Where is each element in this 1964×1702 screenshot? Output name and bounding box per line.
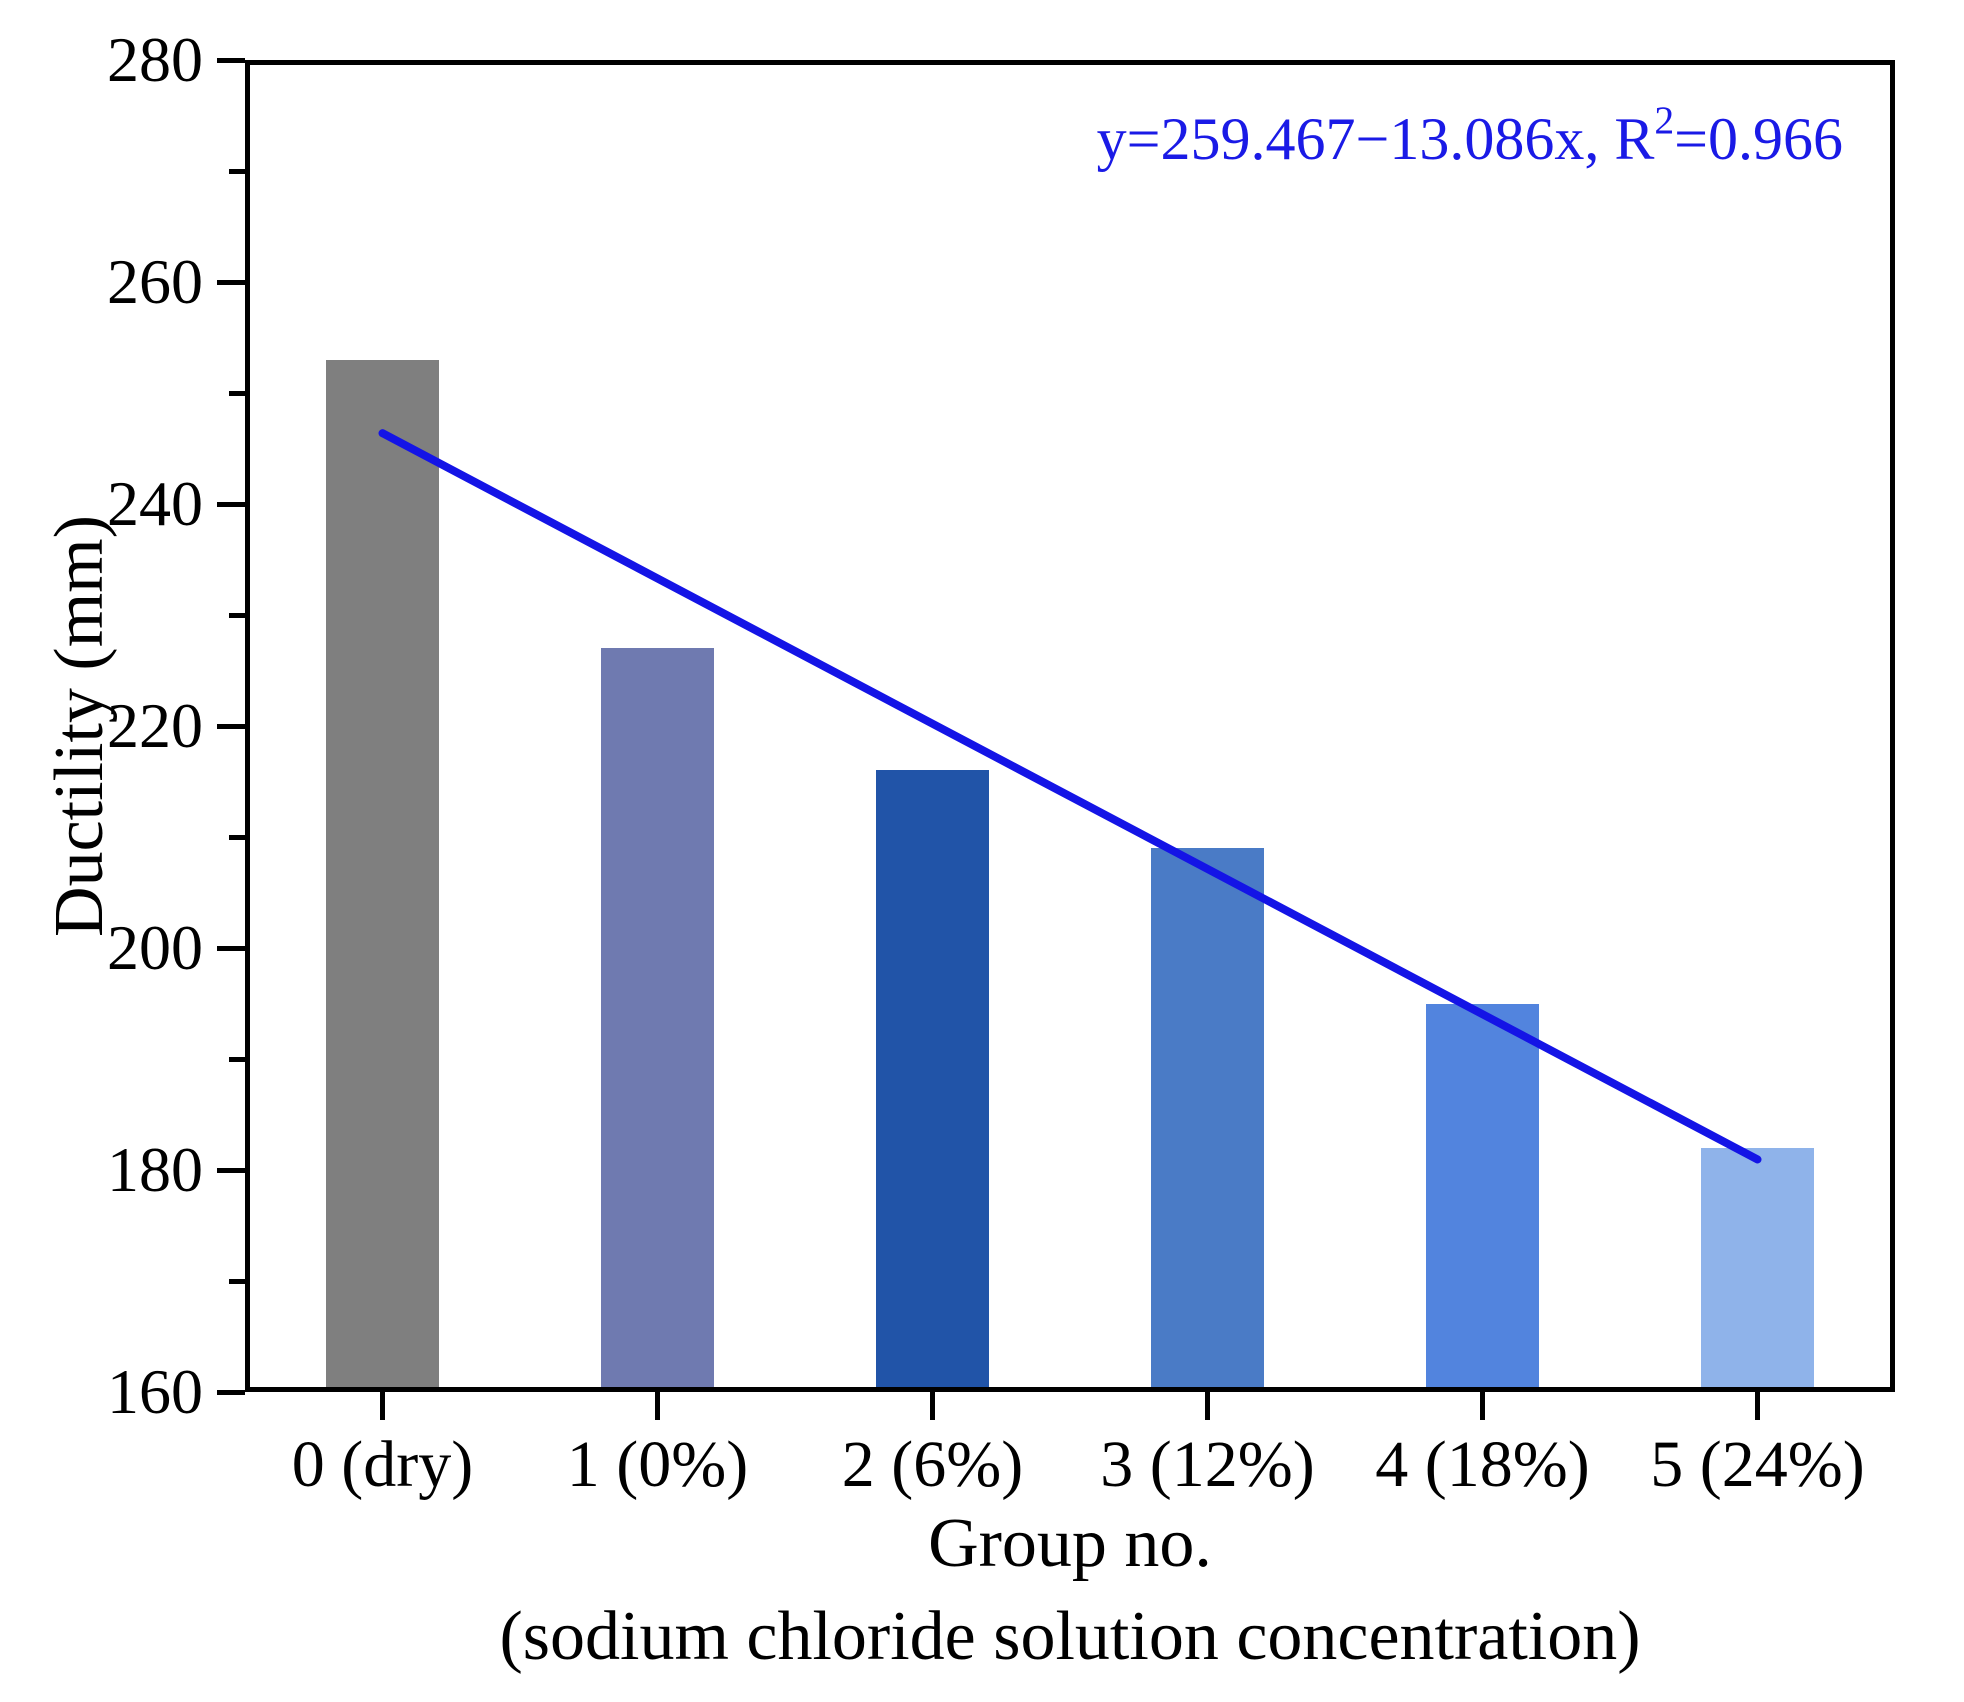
y-axis-tick-label: 200 [107, 912, 203, 983]
y-axis-title: Ductility (mm) [41, 515, 118, 937]
y-axis-minor-tick [229, 612, 245, 618]
y-axis-tick-label: 240 [107, 468, 203, 539]
bar [1701, 1147, 1814, 1392]
y-axis-minor-tick [229, 390, 245, 396]
bar [1426, 1003, 1539, 1392]
bar [1151, 848, 1264, 1392]
x-axis-tick [655, 1392, 660, 1420]
y-axis-major-tick [217, 1389, 245, 1395]
bar [326, 359, 439, 1392]
x-axis-tick [1480, 1392, 1485, 1420]
plot-area: y=259.467−13.086x, R2=0.966 Group no. (s… [107, 28, 1895, 1675]
plot-frame [245, 60, 1895, 1392]
y-axis-tick-label: 260 [107, 246, 203, 317]
x-axis-tick [1755, 1392, 1760, 1420]
trendline-segment [378, 429, 1762, 1164]
x-axis-tick [1205, 1392, 1210, 1420]
bar [601, 648, 714, 1392]
x-axis-tick-label: 4 (18%) [1375, 1428, 1590, 1501]
x-axis-tick-label: 0 (dry) [291, 1428, 474, 1501]
x-axis-tick-label: 3 (12%) [1100, 1428, 1315, 1501]
regression-equation: y=259.467−13.086x, R2=0.966 [1096, 100, 1843, 172]
x-axis-tick-label: 5 (24%) [1650, 1428, 1865, 1501]
y-axis-major-tick [217, 945, 245, 951]
bar [876, 770, 989, 1392]
x-axis-tick-label: 2 (6%) [841, 1428, 1024, 1501]
equation-prefix: y=259.467−13.086x, R [1096, 106, 1655, 172]
r-squared-exponent: 2 [1654, 98, 1675, 143]
y-axis-tick-label: 180 [107, 1134, 203, 1205]
y-axis-tick-label: 160 [107, 1356, 203, 1427]
y-axis-major-tick [217, 501, 245, 507]
y-axis-major-tick [217, 279, 245, 285]
trendline [378, 429, 1762, 1164]
y-axis-minor-tick [229, 834, 245, 840]
x-axis-title: Group no. [928, 1505, 1212, 1582]
y-axis-tick-label: 280 [107, 24, 203, 95]
x-axis-tick-label: 1 (0%) [566, 1428, 749, 1501]
y-axis-minor-tick [229, 1056, 245, 1062]
y-axis-major-tick [217, 1167, 245, 1173]
y-axis-tick-label: 220 [107, 690, 203, 761]
x-axis-tick [930, 1392, 935, 1420]
y-axis-major-tick [217, 57, 245, 63]
equation-suffix: =0.966 [1674, 106, 1843, 172]
x-axis-tick [380, 1392, 385, 1420]
y-axis-minor-tick [229, 1278, 245, 1284]
y-axis-minor-tick [229, 168, 245, 174]
y-axis-major-tick [217, 723, 245, 729]
x-axis-subtitle: (sodium chloride solution concentration) [499, 1598, 1641, 1675]
